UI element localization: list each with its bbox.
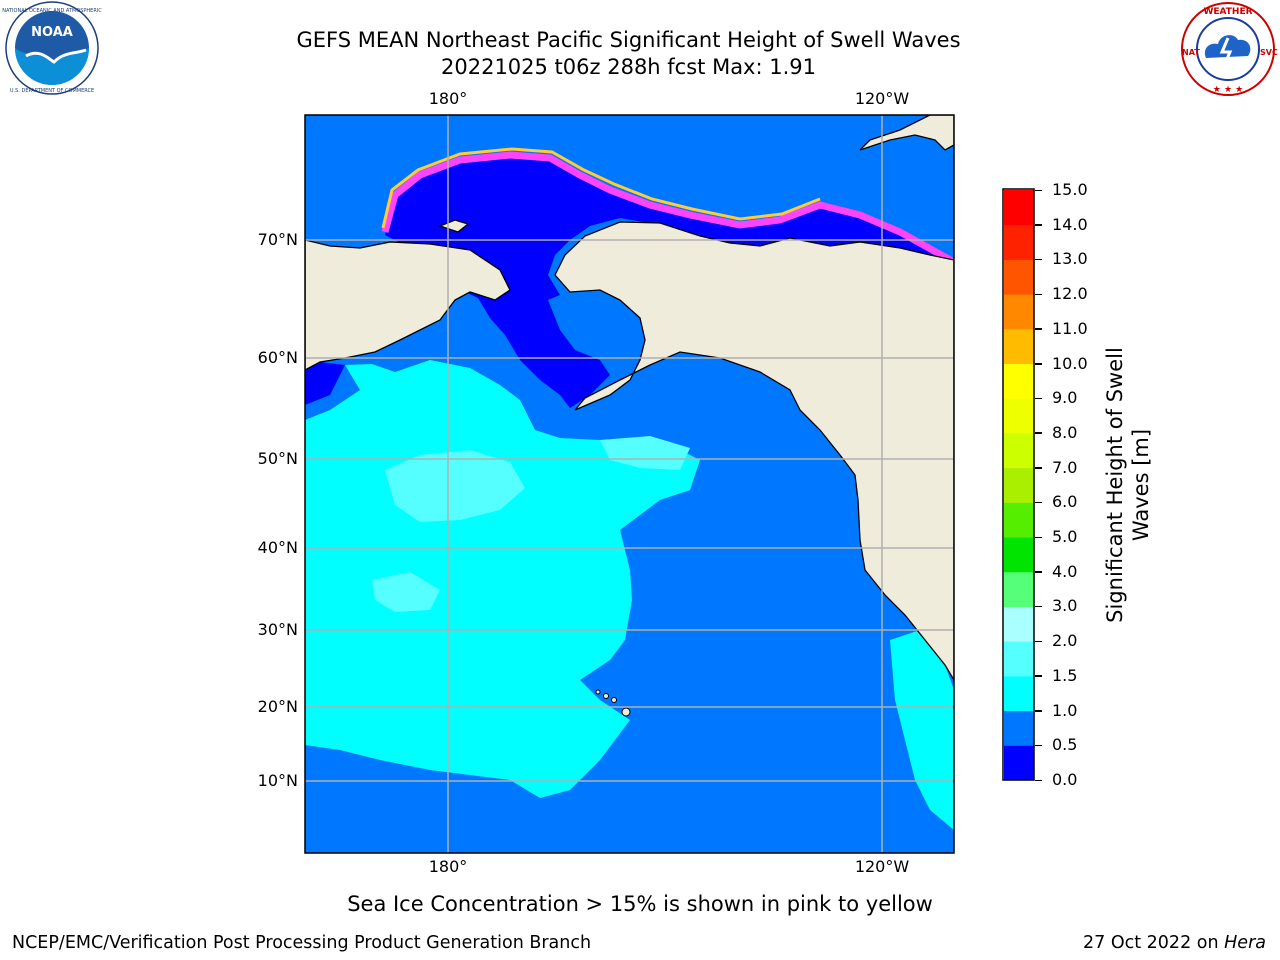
svg-text:NOAA: NOAA	[31, 25, 73, 40]
svg-text:NAT: NAT	[1182, 48, 1200, 57]
colorbar-tick-mark	[1035, 571, 1042, 573]
lat-label-50: 50°N	[257, 449, 298, 468]
sea-ice-edge	[381, 151, 954, 266]
svg-text:★ ★ ★: ★ ★ ★	[1213, 85, 1243, 95]
colorbar-tick-label: 15.0	[1052, 180, 1088, 199]
colorbar-tick-mark	[1035, 293, 1042, 296]
sea-ice-edge-yellow	[381, 147, 821, 229]
footer-left: NCEP/EMC/Verification Post Processing Pr…	[12, 933, 592, 953]
colorbar-tick-label: 7.0	[1052, 457, 1078, 477]
ocean-swell-0.0-0.5-b	[305, 362, 345, 405]
colorbar-segment	[1004, 224, 1034, 260]
hawaii-islands	[595, 689, 631, 717]
graticule	[305, 115, 954, 853]
colorbar-segment	[1004, 502, 1034, 538]
colorbar-tick-label: 12.0	[1052, 284, 1088, 304]
land-north-america	[554, 115, 954, 682]
colorbar-tick-mark	[1035, 640, 1042, 643]
sea-ice-note: Sea Ice Concentration > 15% is shown in …	[347, 892, 933, 916]
lat-label-10: 10°N	[257, 771, 298, 790]
colorbar-label: Significant Height of Swell Waves [m]	[1102, 275, 1154, 695]
colorbar-segment	[1004, 745, 1034, 781]
svg-text:NATIONAL OCEANIC AND ATMOSPHER: NATIONAL OCEANIC AND ATMOSPHERIC	[2, 8, 102, 14]
colorbar-tick-mark	[1035, 675, 1042, 677]
footer-date: 27 Oct 2022 on	[1083, 933, 1225, 953]
ocean-swell-1.5-2.0-c	[600, 436, 690, 470]
lat-label-40: 40°N	[257, 538, 298, 557]
colorbar-tick-mark	[1035, 224, 1042, 226]
land-arctic-islands	[859, 115, 954, 151]
map-frame	[304, 114, 955, 854]
noaa-logo: NOAA NATIONAL OCEANIC AND ATMOSPHERIC U.…	[2, 1, 102, 95]
colorbar-segment	[1004, 606, 1034, 642]
colorbar-tick-label: 8.0	[1052, 422, 1078, 442]
lat-label-30: 30°N	[257, 620, 298, 639]
lat-label-20: 20°N	[257, 697, 298, 716]
svg-text:WEATHER: WEATHER	[1203, 7, 1252, 17]
colorbar-segment	[1004, 537, 1034, 573]
colorbar-tick-mark	[1035, 258, 1042, 261]
colorbar-tick-mark	[1035, 779, 1042, 781]
lat-label-60: 60°N	[257, 348, 298, 367]
colorbar-segment	[1004, 571, 1034, 607]
colorbar-tick-label: 9.0	[1052, 388, 1078, 408]
footer-machine: Hera	[1224, 933, 1266, 953]
nws-logo: WEATHER ★ ★ ★ NAT SVC	[1181, 2, 1278, 96]
colorbar-segment	[1004, 363, 1034, 399]
colorbar-tick-mark	[1035, 467, 1042, 469]
svg-text:U.S. DEPARTMENT OF COMMERCE: U.S. DEPARTMENT OF COMMERCE	[10, 88, 94, 94]
colorbar-segment	[1004, 710, 1034, 746]
colorbar-tick-label: 13.0	[1052, 249, 1088, 269]
colorbar-segment	[1004, 641, 1034, 677]
colorbar-tick-mark	[1035, 432, 1042, 434]
ocean-swell-1.5-2.0	[385, 450, 525, 522]
colorbar-tick-label: 2.0	[1052, 631, 1078, 651]
colorbar-tick-mark	[1035, 710, 1042, 712]
svg-text:SVC: SVC	[1260, 48, 1278, 57]
colorbar-tick-mark	[1035, 397, 1042, 400]
chart-subtitle: 20221025 t06z 288h fcst Max: 1.91	[441, 55, 816, 79]
colorbar-segment	[1004, 675, 1034, 712]
colorbar-tick-label: 11.0	[1052, 318, 1088, 338]
colorbar-tick-label: 0.5	[1052, 735, 1078, 755]
colorbar-tick-label: 3.0	[1052, 596, 1078, 616]
colorbar-tick-label: 14.0	[1052, 214, 1088, 234]
colorbar-tick-label: 4.0	[1052, 561, 1078, 581]
colorbar-label-line2: Waves [m]	[1129, 428, 1153, 542]
ocean-swell-0.0-0.5	[385, 155, 954, 408]
colorbar-tick-mark	[1035, 189, 1042, 191]
land-wrangel	[438, 219, 470, 233]
colorbar-segment	[1004, 190, 1034, 226]
colorbar-tick-mark	[1035, 363, 1042, 365]
footer-right: 27 Oct 2022 on Hera	[1083, 932, 1266, 954]
colorbar-tick-label: 0.0	[1052, 770, 1078, 789]
colorbar-segment	[1004, 328, 1034, 365]
colorbar-tick-label: 10.0	[1052, 353, 1088, 373]
colorbar	[1002, 188, 1035, 781]
colorbar-tick-mark	[1035, 744, 1042, 747]
lon-label-bottom-120w: 120°W	[854, 857, 910, 876]
colorbar-tick-label: 1.5	[1052, 665, 1078, 685]
lon-label-top-120w: 120°W	[854, 89, 910, 108]
colorbar-tick-mark	[1035, 501, 1042, 504]
ocean-swell-1.0-1.5-coast	[890, 630, 954, 830]
colorbar-segment	[1004, 259, 1034, 295]
ocean-swell-1.5-2.0-b	[372, 572, 440, 612]
colorbar-tick-label: 1.0	[1052, 700, 1078, 720]
colorbar-tick-mark	[1035, 605, 1042, 608]
colorbar-segment	[1004, 398, 1034, 434]
chart-title: GEFS MEAN Northeast Pacific Significant …	[296, 28, 961, 52]
colorbar-tick-label: 5.0	[1052, 527, 1078, 547]
colorbar-segment	[1004, 294, 1034, 330]
lon-label-bottom-180: 180°	[428, 857, 468, 876]
colorbar-segment	[1004, 467, 1034, 503]
colorbar-tick-label: 6.0	[1052, 492, 1078, 512]
lon-label-top-180: 180°	[428, 89, 468, 108]
colorbar-tick-mark	[1035, 536, 1042, 539]
colorbar-label-line1: Significant Height of Swell	[1103, 347, 1127, 623]
colorbar-tick-mark	[1035, 328, 1042, 330]
colorbar-segment	[1004, 432, 1034, 469]
lat-label-70: 70°N	[257, 230, 298, 249]
